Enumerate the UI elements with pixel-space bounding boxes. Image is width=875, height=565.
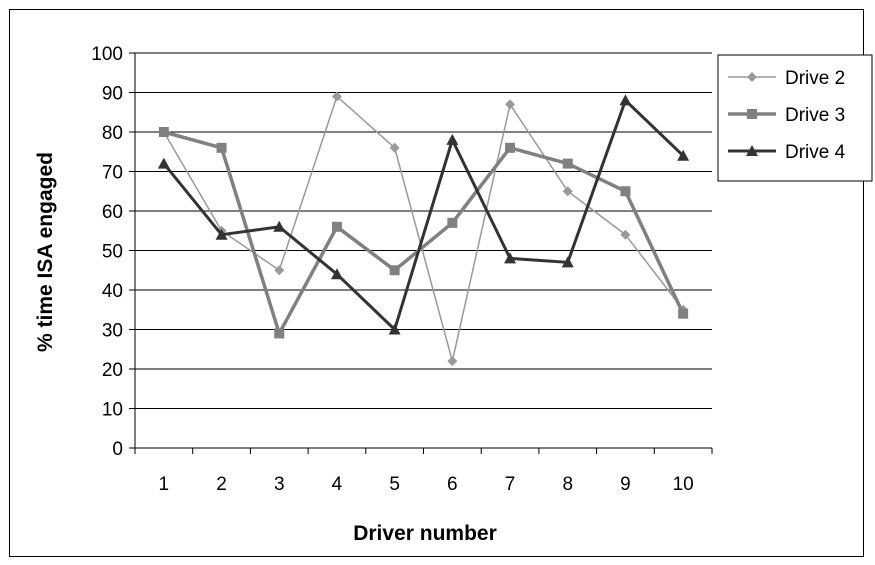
- legend: Drive 2 Drive 3 Drive 4: [717, 54, 873, 182]
- legend-label: Drive 4: [785, 142, 846, 163]
- data-point: [447, 217, 458, 228]
- series-group: [157, 91, 690, 367]
- x-tick-label: 5: [389, 474, 400, 495]
- legend-label: Drive 3: [785, 105, 845, 126]
- data-point: [447, 356, 458, 367]
- y-tick-label: 60: [102, 202, 123, 223]
- data-point: [620, 229, 631, 240]
- y-tick-label: 100: [91, 44, 123, 65]
- x-axis-title: Driver number: [353, 522, 497, 545]
- data-point: [505, 142, 516, 153]
- data-point: [273, 220, 286, 232]
- legend-marker: [747, 72, 757, 82]
- y-tick-label: 40: [102, 281, 123, 302]
- x-tick-label: 4: [332, 474, 343, 495]
- data-point: [389, 142, 400, 153]
- legend-label: Drive 2: [785, 68, 845, 89]
- y-tick-label: 80: [102, 123, 123, 144]
- x-tick-labels: 1 2 3 4 5 6 7 8 9 10: [159, 474, 694, 495]
- data-point: [562, 186, 573, 197]
- data-point: [215, 228, 228, 240]
- data-point: [677, 149, 690, 161]
- series-line: [163, 95, 684, 362]
- y-tick-label: 30: [102, 321, 123, 342]
- x-tick-label: 6: [447, 474, 458, 495]
- data-point: [274, 328, 285, 339]
- y-tick-label: 20: [102, 360, 123, 381]
- y-tick-label: 50: [102, 242, 123, 263]
- y-tick-label: 70: [102, 163, 123, 184]
- legend-entry: Drive 4: [728, 142, 846, 163]
- data-point: [274, 265, 285, 276]
- x-tick-label: 7: [505, 474, 516, 495]
- x-tick-label: 2: [216, 474, 227, 495]
- data-point: [389, 265, 400, 276]
- x-tick-label: 8: [562, 474, 573, 495]
- y-tick-label: 10: [102, 400, 123, 421]
- data-point: [504, 252, 517, 264]
- data-point: [331, 221, 342, 232]
- series-line: [162, 97, 685, 333]
- x-tick-label: 3: [274, 474, 285, 495]
- series-drive-4: [157, 94, 690, 335]
- data-point: [561, 256, 574, 268]
- data-point: [619, 94, 632, 106]
- y-tick-label: 90: [102, 84, 123, 105]
- legend-entry: Drive 3: [728, 105, 845, 126]
- data-point: [331, 91, 342, 102]
- x-tick-label: 9: [620, 474, 631, 495]
- data-point: [216, 142, 227, 153]
- data-point: [330, 268, 343, 280]
- axes: [129, 52, 713, 454]
- legend-marker: [746, 145, 758, 156]
- y-tick-label: 0: [112, 439, 123, 460]
- data-point: [446, 133, 459, 145]
- legend-box: [717, 54, 873, 182]
- data-point: [620, 186, 631, 197]
- x-tick-label: 1: [159, 474, 170, 495]
- legend-marker: [747, 109, 757, 119]
- data-point: [505, 99, 516, 110]
- series-drive-2: [158, 91, 689, 367]
- y-axis-title: % time ISA engaged: [34, 152, 57, 352]
- legend-entry: Drive 2: [728, 68, 845, 89]
- y-tick-labels: 0 10 20 30 40 50 60 70 80 90 100: [91, 44, 123, 460]
- data-point: [388, 323, 401, 335]
- data-point: [157, 157, 170, 169]
- x-tick-label: 10: [673, 474, 694, 495]
- data-point: [562, 158, 573, 169]
- data-point: [678, 308, 689, 319]
- gridlines: [135, 52, 712, 409]
- data-point: [158, 127, 169, 137]
